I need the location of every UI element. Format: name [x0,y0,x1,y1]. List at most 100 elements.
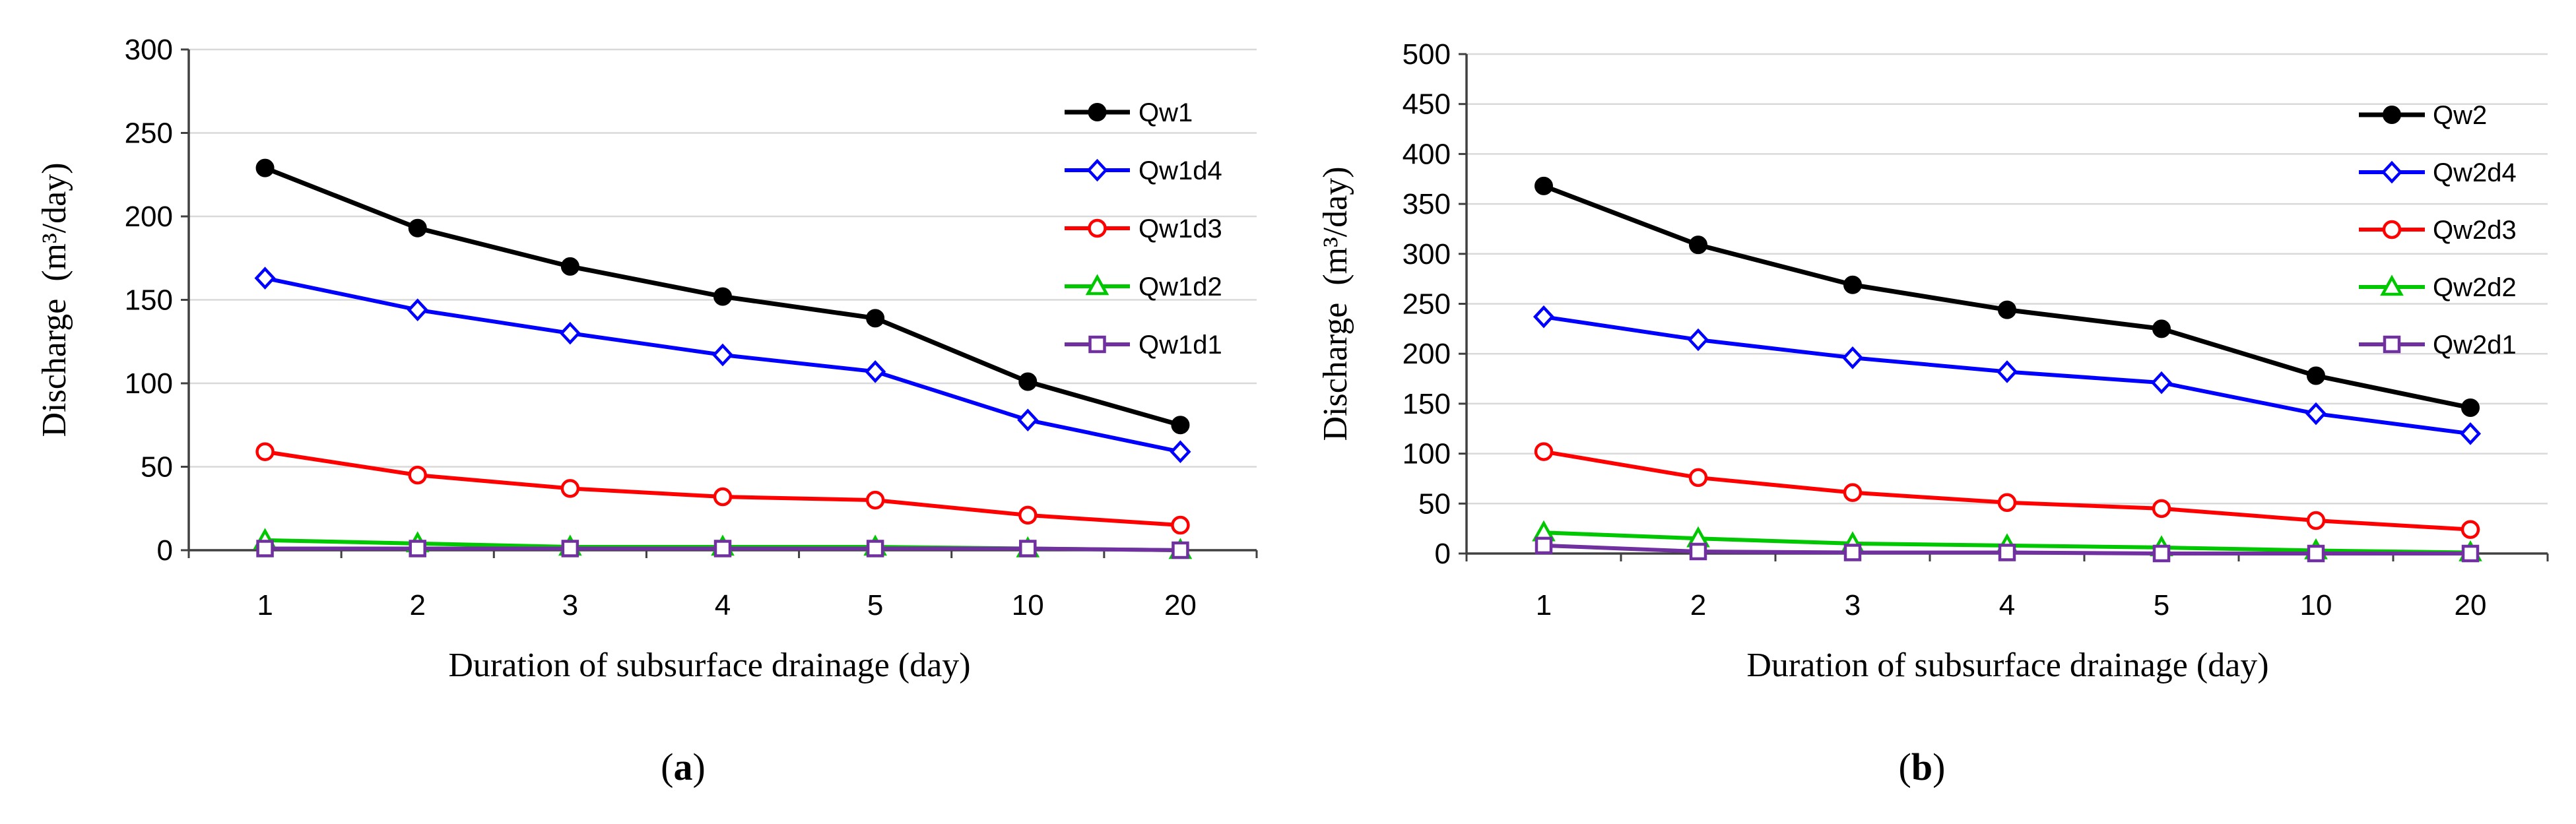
series-group [253,158,1193,559]
legend-entry-qw2d1: Qw2d1 [2359,331,2517,360]
data-point-qw1d1 [866,540,884,557]
y-tick-label: 100 [1403,438,1451,470]
legend-entry-qw2d3: Qw2d3 [2359,216,2517,245]
data-point-qw1d3 [1018,505,1038,525]
series-qw2d4 [1533,305,2482,445]
y-tick-label: 450 [1403,88,1451,121]
panel-label: (a) [661,745,706,788]
legend-label: Qw2d4 [2433,158,2517,187]
data-point-qw2d4 [1841,346,1864,369]
y-axis: 0 50 100 150 200 250 300 [125,34,190,567]
x-axis-title: Duration of subsurface drainage (day) [448,647,970,684]
legend-marker-qw1 [1088,103,1107,121]
legend-marker-qw2d2 [2380,274,2404,296]
data-point-qw1d3 [408,465,427,485]
x-tick-label: 4 [715,589,731,621]
panel-label-close: ) [693,745,706,788]
y-axis-title: Discharge (m³/day) [36,162,73,437]
data-point-qw2d1 [2307,544,2325,563]
x-axis: 1 2 3 4 5 10 20 [1465,552,2549,621]
data-point-qw2 [2152,319,2171,338]
x-tick-label: 5 [2154,589,2169,621]
data-point-qw2d3 [1534,442,1554,461]
data-point-qw2d1 [2461,544,2480,563]
y-tick-label: 350 [1403,188,1451,220]
data-point-qw2d4 [2459,422,2482,445]
data-point-qw2d3 [1688,468,1708,488]
legend-label: Qw2d2 [2433,273,2517,302]
data-point-qw2 [1843,275,1862,294]
y-tick-label: 250 [125,117,173,150]
y-tick-label: 400 [1403,138,1451,170]
y-tick-label: 500 [1403,38,1451,71]
legend-label: Qw1d4 [1139,156,1222,185]
data-point-qw1d1 [561,540,579,557]
legend-label: Qw1d1 [1139,331,1222,360]
panel-label-close: ) [1932,745,1945,788]
x-tick-label: 2 [1690,589,1706,621]
x-tick-label: 20 [1164,589,1197,621]
legend-entry-qw1: Qw1 [1065,98,1193,127]
gridlines [1467,53,2548,505]
y-tick-label: 200 [125,201,173,233]
data-point-qw2d4 [1687,328,1709,352]
y-tick-label: 150 [125,284,173,317]
legend-marker-qw1d1 [1088,335,1106,354]
legend-marker-qw1d4 [1086,158,1108,182]
data-point-qw2d3 [2152,499,2171,519]
legend-label: Qw1 [1139,98,1193,127]
legend-entry-qw1d2: Qw1d2 [1065,272,1222,301]
data-point-qw1d3 [865,490,885,510]
panel-label: (b) [1899,745,1946,788]
y-tick-label: 100 [125,367,173,400]
data-point-qw2d3 [1843,483,1863,502]
y-tick-label: 50 [141,451,173,484]
y-tick-label: 200 [1403,338,1451,370]
legend-marker-qw2d1 [2383,335,2401,354]
panel-label-open: ( [661,745,673,788]
panel-label-letter: b [1911,745,1932,788]
data-point-qw1 [866,309,885,328]
data-point-qw2d4 [1996,360,2018,383]
series-qw1 [255,158,1190,435]
data-point-qw2d3 [2460,520,2480,539]
data-point-qw1d4 [1170,440,1191,464]
y-axis: 0 50 100 150 200 250 300 350 400 450 500 [1403,38,1468,570]
x-tick-label: 10 [1012,589,1044,621]
data-point-qw1d1 [409,540,426,557]
data-point-qw1 [713,287,732,306]
data-point-qw2d4 [1533,305,1555,329]
data-point-qw1d4 [254,267,276,290]
data-point-qw2d3 [2306,511,2326,530]
series-qw1d4 [254,267,1191,464]
data-point-qw2 [2307,366,2325,385]
legend-marker-qw2d4 [2381,160,2403,184]
y-axis-title: Discharge (m³/day) [1317,166,1354,441]
x-tick-label: 3 [1845,589,1861,621]
panel-label-letter: a [674,745,693,788]
legend-label: Qw1d3 [1139,214,1222,243]
data-point-qw1d1 [1019,540,1037,557]
legend-entry-qw2d4: Qw2d4 [2359,158,2517,187]
legend: Qw1 Qw1d4 Qw1d3 Qw1d2 Qw1d1 [1065,98,1222,360]
data-point-qw1 [255,158,275,177]
y-tick-label: 0 [1435,538,1451,570]
x-tick-label: 2 [409,589,425,621]
data-point-qw2 [1689,236,1707,255]
x-tick-label: 20 [2455,589,2487,621]
series-line-qw2d3 [1543,449,2471,532]
data-point-qw2d3 [1997,493,2017,513]
data-point-qw2 [2461,398,2480,417]
x-tick-label: 10 [2300,589,2332,621]
legend-marker-qw2 [2383,106,2401,124]
data-point-qw1 [1018,372,1038,391]
data-point-qw1d4 [407,298,428,321]
data-point-qw2d1 [2152,544,2171,563]
legend-label: Qw1d2 [1139,272,1222,301]
data-point-qw2d1 [1998,544,2016,561]
data-point-qw1d1 [256,540,274,557]
x-axis-title: Duration of subsurface drainage (day) [1746,647,2268,684]
y-tick-label: 0 [157,534,173,567]
chart-panel-b: 0 50 100 150 200 250 300 350 400 450 500 1 2 3 4 5 10 20 D… [1317,38,2549,788]
